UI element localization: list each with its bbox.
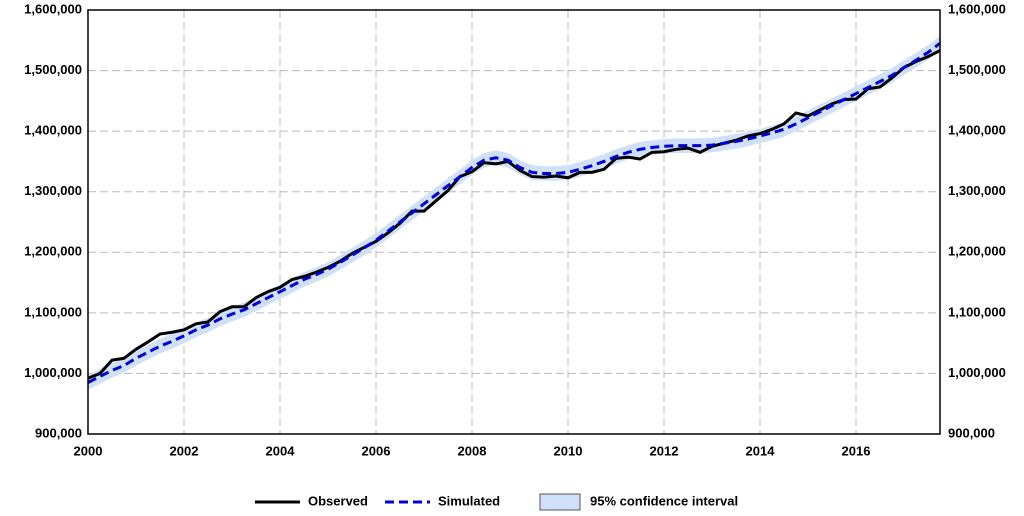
y2-tick-label: 1,500,000	[948, 62, 1006, 77]
legend-label: Observed	[308, 493, 368, 508]
y2-tick-label: 1,200,000	[948, 244, 1006, 259]
y-tick-label: 1,500,000	[24, 62, 82, 77]
y2-tick-label: 1,300,000	[948, 183, 1006, 198]
legend-label: 95% confidence interval	[590, 493, 738, 508]
x-tick-label: 2010	[554, 443, 583, 458]
series-line	[87, 42, 941, 384]
legend-label: Simulated	[438, 493, 500, 508]
y-tick-label: 900,000	[35, 425, 82, 440]
x-tick-label: 2014	[746, 443, 776, 458]
x-tick-label: 2012	[650, 443, 679, 458]
y-tick-label: 1,300,000	[24, 183, 82, 198]
y-tick-label: 1,000,000	[24, 365, 82, 380]
y2-tick-label: 900,000	[948, 425, 995, 440]
y-tick-label: 1,200,000	[24, 244, 82, 259]
y2-tick-label: 1,400,000	[948, 123, 1006, 138]
x-tick-label: 2002	[170, 443, 199, 458]
x-tick-label: 2006	[362, 443, 391, 458]
y2-tick-label: 1,000,000	[948, 365, 1006, 380]
confidence-band	[88, 36, 940, 390]
plot-frame	[87, 9, 941, 435]
y-tick-label: 1,600,000	[24, 1, 82, 16]
y2-tick-label: 1,100,000	[948, 304, 1006, 319]
x-tick-label: 2008	[458, 443, 487, 458]
x-tick-label: 2004	[266, 443, 296, 458]
y-tick-label: 1,400,000	[24, 123, 82, 138]
y2-tick-label: 1,600,000	[948, 1, 1006, 16]
legend-swatch	[539, 493, 581, 511]
x-tick-label: 2016	[842, 443, 871, 458]
y-tick-label: 1,100,000	[24, 304, 82, 319]
x-tick-label: 2000	[74, 443, 103, 458]
series-line	[87, 49, 941, 380]
